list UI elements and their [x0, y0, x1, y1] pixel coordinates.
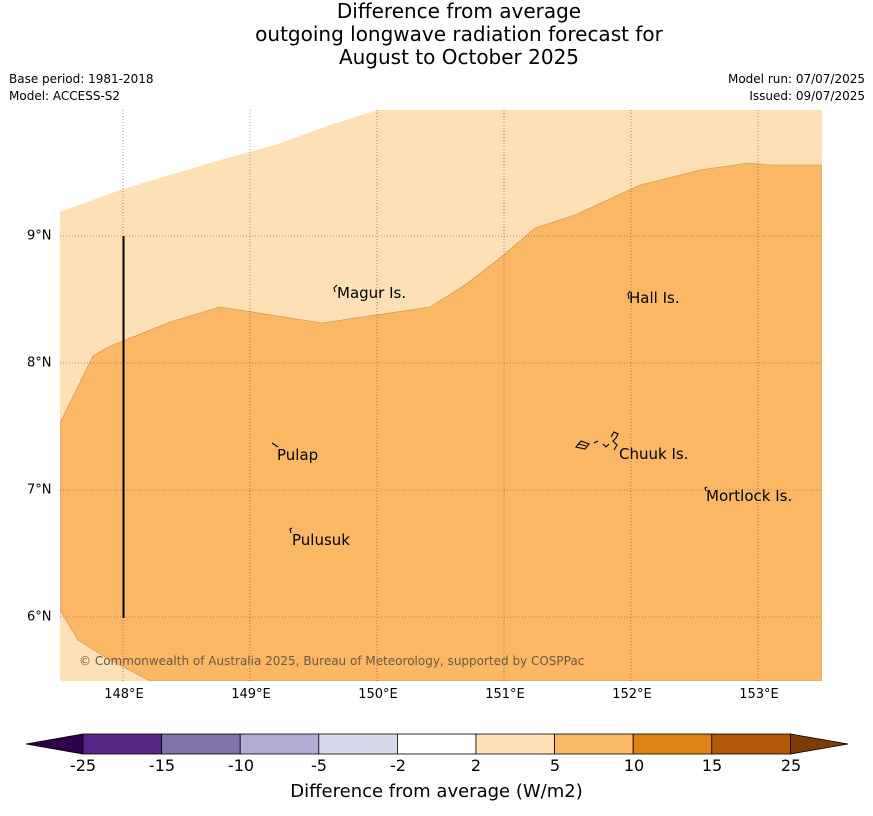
colorbar-label: -15 [148, 756, 176, 775]
issued-date: Issued: 09/07/2025 [749, 89, 865, 103]
copyright-notice: © Commonwealth of Australia 2025, Bureau… [79, 654, 585, 668]
x-tick-label: 150°E [358, 687, 398, 702]
colorbar-swatch [239, 733, 320, 755]
map-title: Difference from average outgoing longwav… [0, 0, 873, 69]
y-tick-label: 6°N [27, 609, 52, 625]
colorbar-label: 10 [623, 756, 645, 775]
island-shape [627, 290, 631, 300]
x-tick-label: 149°E [231, 687, 271, 702]
colorbar-label: 25 [780, 756, 802, 775]
colorbar-swatch [161, 733, 241, 755]
island-shape [289, 527, 293, 534]
anomaly-band-5-to-10 [60, 162, 822, 681]
y-tick-label: 7°N [27, 482, 52, 498]
place-label: Magur Is. [337, 284, 407, 302]
x-tick-label: 151°E [485, 687, 525, 702]
island-shape [593, 431, 619, 451]
model-run: Model run: 07/07/2025 [727, 72, 865, 86]
title-line-3: August to October 2025 [338, 45, 580, 69]
colorbar-label: 5 [549, 756, 561, 775]
colorbar-extend-low [25, 733, 84, 755]
x-tick-label: 153°E [739, 687, 779, 702]
meta-right: Model run: 07/07/2025 Issued: 09/07/2025 [728, 71, 865, 105]
colorbar-label: -5 [311, 756, 327, 775]
place-label: Pulusuk [292, 531, 350, 549]
colorbar-label: 2 [470, 756, 482, 775]
colorbar-label: -2 [390, 756, 406, 775]
colorbar-swatch [632, 733, 713, 755]
colorbar-extend-high [790, 733, 849, 755]
colorbar-swatch [82, 733, 162, 755]
x-tick-label: 148°E [104, 687, 144, 702]
colorbar-swatch [554, 733, 634, 755]
colorbar-swatch [475, 733, 555, 755]
island-shape [574, 440, 590, 450]
base-period: Base period: 1981-2018 [9, 72, 154, 86]
place-label: Mortlock Is. [706, 487, 793, 505]
y-tick-label: 8°N [27, 355, 52, 371]
colorbar-label: -10 [227, 756, 255, 775]
colorbar-swatch [711, 733, 791, 755]
place-label: Chuuk Is. [619, 445, 689, 463]
island-shape [271, 442, 279, 448]
island-outlines [271, 284, 708, 534]
model-name: Model: ACCESS-S2 [9, 89, 121, 103]
y-tick-label: 9°N [27, 228, 52, 244]
colorbar-title: Difference from average (W/m2) [290, 781, 583, 802]
colorbar-swatch [318, 733, 398, 755]
map-area [60, 110, 822, 681]
colorbar-label: 15 [701, 756, 723, 775]
island-shape [704, 486, 708, 492]
colorbar-label: -25 [69, 756, 97, 775]
meta-left: Base period: 1981-2018 Model: ACCESS-S2 [9, 71, 154, 105]
place-label: Hall Is. [629, 289, 680, 307]
colorbar [25, 733, 849, 755]
title-line-1: Difference from average [336, 0, 582, 23]
title-line-2: outgoing longwave radiation forecast for [255, 22, 663, 46]
island-shape [333, 284, 338, 293]
x-tick-label: 152°E [612, 687, 652, 702]
colorbar-swatch [396, 733, 477, 755]
place-label: Pulap [277, 446, 319, 464]
